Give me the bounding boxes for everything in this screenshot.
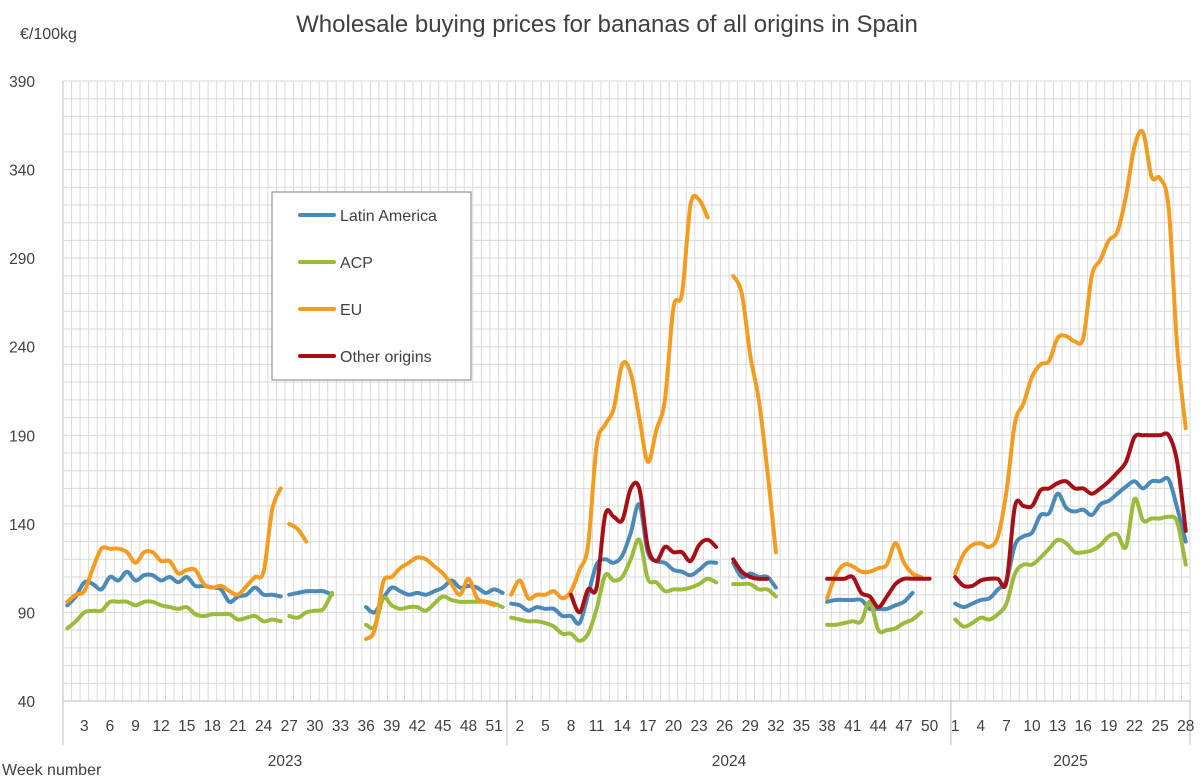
- y-tick-label: 290: [9, 251, 35, 268]
- x-tick-label: 22: [1126, 718, 1143, 735]
- x-tick-label: 42: [409, 718, 426, 735]
- x-tick-label: 27: [281, 718, 298, 735]
- series-line-eu: [364, 555, 497, 641]
- x-tick-label: 39: [383, 718, 400, 735]
- x-tick-label: 3: [80, 718, 89, 735]
- series-line-latin-america: [825, 590, 915, 612]
- x-tick-label: 41: [844, 718, 861, 735]
- x-tick-label: 33: [332, 718, 349, 735]
- series-line-eu: [825, 541, 924, 601]
- x-tick-label: 48: [460, 718, 477, 735]
- x-tick-label: 15: [178, 718, 195, 735]
- series-line-eu: [731, 273, 778, 555]
- x-tick-label: 26: [716, 718, 733, 735]
- year-label: 2024: [712, 753, 747, 770]
- x-tick-label: 13: [1049, 718, 1066, 735]
- series-line-other-origins: [569, 480, 719, 615]
- x-tick-label: 20: [665, 718, 683, 735]
- x-axis-label: Week number: [2, 762, 102, 779]
- x-tick-labels: 3 6 9 12 15 18 21 24 27 30 33 36 39 42 45 48 51 2 5 8 11 14 17…: [80, 718, 1194, 735]
- x-tick-label: 10: [1023, 718, 1041, 735]
- x-tick-label: 5: [541, 718, 550, 735]
- y-tick-label: 40: [18, 694, 36, 711]
- year-label: 2023: [268, 753, 302, 770]
- x-tick-label: 21: [229, 718, 246, 735]
- x-tick-label: 24: [255, 718, 273, 735]
- y-tick-label: 240: [9, 340, 35, 357]
- x-tick-label: 30: [306, 718, 324, 735]
- legend-label-other-origins: Other origins: [340, 349, 432, 366]
- x-tick-label: 11: [589, 718, 605, 735]
- legend: Latin America ACP EU Other origins: [271, 191, 472, 381]
- series-line-acp: [509, 537, 719, 643]
- y-tick-label: 140: [9, 517, 35, 534]
- axes: [62, 81, 1191, 745]
- series-line-acp: [825, 599, 924, 635]
- series-line-acp: [731, 581, 778, 599]
- series-lines: [65, 129, 1188, 643]
- x-tick-label: 19: [1100, 718, 1117, 735]
- x-tick-label: 35: [793, 718, 810, 735]
- x-tick-label: 51: [486, 718, 503, 735]
- y-tick-label: 340: [9, 163, 35, 180]
- series-line-eu: [953, 129, 1188, 576]
- x-tick-label: 12: [153, 718, 170, 735]
- x-tick-label: 50: [921, 718, 939, 735]
- x-tick-label: 28: [1177, 718, 1194, 735]
- x-tick-label: 17: [639, 718, 656, 735]
- legend-label-latin-america: Latin America: [340, 208, 437, 225]
- series-line-acp: [953, 496, 1188, 629]
- legend-label-eu: EU: [340, 302, 362, 319]
- y-tick-label: 190: [9, 428, 35, 445]
- x-tick-label: 8: [567, 718, 576, 735]
- x-tick-label: 36: [357, 718, 374, 735]
- series-line-acp: [65, 599, 283, 631]
- year-label: 2025: [1053, 753, 1087, 770]
- y-tick-label: 90: [18, 605, 36, 622]
- series-line-latin-america: [65, 569, 283, 608]
- x-tick-label: 4: [977, 718, 986, 735]
- series-line-eu: [65, 486, 283, 604]
- series-line-latin-america: [287, 588, 334, 597]
- x-tick-label: 23: [690, 718, 707, 735]
- series-line-latin-america: [953, 475, 1188, 610]
- x-tick-label: 25: [1151, 718, 1168, 735]
- x-tick-label: 45: [434, 718, 451, 735]
- x-tick-label: 18: [204, 718, 221, 735]
- series-line-other-origins: [825, 574, 932, 610]
- x-tick-label: 9: [131, 718, 140, 735]
- series-line-other-origins: [731, 557, 770, 581]
- series-line-latin-america: [509, 502, 719, 626]
- x-tick-label: 32: [767, 718, 784, 735]
- y-tick-labels: 40 90 140 190 240 290 340 390: [9, 74, 35, 711]
- year-labels: 2023 2024 2025: [268, 753, 1088, 770]
- x-tick-label: 47: [895, 718, 912, 735]
- series-line-other-origins: [953, 431, 1188, 589]
- x-tick-label: 38: [819, 718, 836, 735]
- x-tick-label: 7: [1002, 718, 1011, 735]
- series-line-eu: [509, 193, 710, 601]
- series-line-acp: [287, 590, 334, 620]
- chart-title: Wholesale buying prices for bananas of a…: [296, 11, 918, 38]
- x-tick-label: 1: [951, 718, 960, 735]
- series-line-eu: [287, 521, 309, 544]
- x-tick-label: 2: [515, 718, 524, 735]
- x-tick-label: 14: [614, 718, 632, 735]
- x-tick-label: 44: [870, 718, 888, 735]
- series-line-latin-america: [364, 578, 505, 615]
- x-tick-label: 29: [742, 718, 759, 735]
- x-tick-label: 6: [106, 718, 115, 735]
- legend-label-acp: ACP: [340, 255, 373, 272]
- x-tick-label: 16: [1075, 718, 1092, 735]
- legend-box: [271, 191, 472, 381]
- y-axis-label: €/100kg: [20, 26, 77, 43]
- y-tick-label: 390: [9, 74, 35, 91]
